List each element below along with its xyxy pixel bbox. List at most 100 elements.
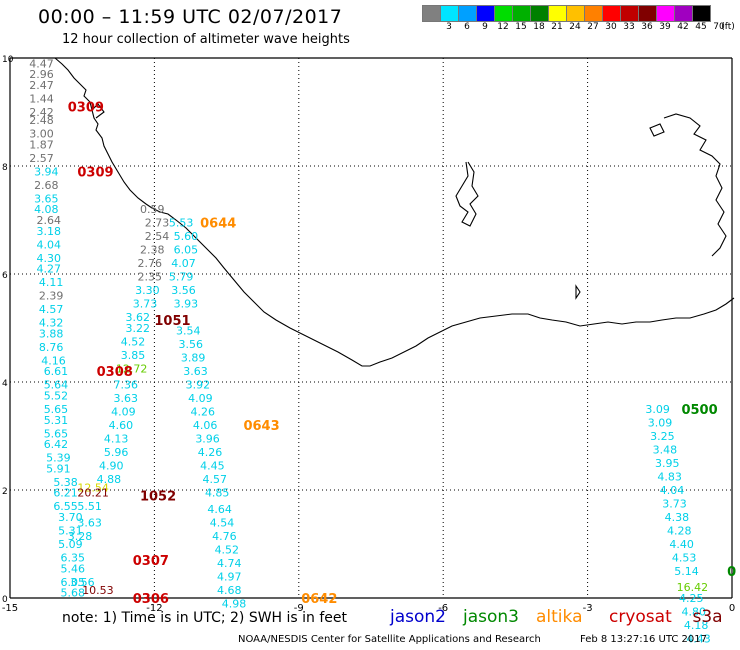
axis-tick-labels: -15 -12 -9 -6 -3 0 10 8 6 4 2 0 [2, 55, 735, 614]
credit-text: NOAA/NESDIS Center for Satellite Applica… [238, 634, 541, 645]
wave-height-value: 4.80 [681, 606, 706, 619]
wave-height-value: 4.64 [207, 503, 232, 516]
coastline-island-east [575, 284, 581, 300]
wave-height-value: 3.56 [178, 338, 203, 351]
wave-height-value: 4.76 [212, 530, 237, 543]
wave-height-value: 6.21 [53, 487, 78, 500]
wave-height-value: 3.96 [195, 433, 220, 446]
wave-height-value: 2.68 [34, 179, 59, 192]
legend-label: 6 [464, 22, 470, 32]
wave-height-value: 5.64 [44, 379, 68, 392]
wave-height-value: 5.52 [44, 390, 68, 403]
wave-height-value: 4.68 [217, 584, 242, 597]
y-tick-label: 10 [2, 55, 14, 65]
wave-height-value: 3.00 [29, 128, 54, 141]
pass-time-label: 0643 [243, 419, 279, 434]
wave-height-value: 1.87 [29, 138, 54, 151]
x-tick-label: -6 [438, 603, 448, 614]
wave-height-value: 1.44 [29, 93, 54, 106]
wave-height-value: 5.31 [44, 414, 68, 427]
color-legend [422, 5, 711, 22]
wave-height-value: 4.98 [222, 597, 247, 610]
wave-height-value: 5.09 [58, 538, 82, 551]
wave-height-value: 8.76 [39, 341, 64, 354]
wave-height-value: 4.07 [171, 257, 196, 270]
wave-height-value: 2.47 [29, 79, 54, 92]
wave-height-value: 4.32 [39, 317, 64, 330]
wave-height-value: 2.96 [29, 68, 54, 81]
wave-height-value: 5.46 [61, 562, 86, 575]
wave-height-value: 4.45 [200, 460, 225, 473]
wave-height-value: 6.55 [53, 500, 78, 513]
wave-height-value: 5.65 [44, 427, 68, 440]
coastline-lake-east [649, 123, 665, 137]
wave-height-value: 4.85 [205, 487, 230, 500]
legend-label: 36 [641, 22, 653, 32]
wave-height-value: 3.30 [135, 284, 160, 297]
wave-height-value: 3.56 [171, 284, 196, 297]
wave-height-value: 4.97 [217, 570, 242, 583]
wave-height-value: 4.09 [111, 406, 136, 419]
x-tick-label: -9 [294, 603, 304, 614]
wave-height-value: 4.06 [193, 419, 218, 432]
wave-height-value: 10.53 [82, 584, 114, 597]
wave-height-value: 3.63 [113, 392, 138, 405]
y-tick-label: 0 [2, 595, 8, 605]
wave-height-value: 5.65 [44, 403, 68, 416]
wave-height-value: 12.54 [77, 481, 109, 494]
wave-height-value: 16.42 [677, 581, 709, 594]
x-tick-label: -3 [583, 603, 593, 614]
y-tick-label: 6 [2, 271, 8, 281]
x-tick-label: -15 [2, 603, 18, 614]
wave-height-value: 6.05 [61, 576, 86, 589]
wave-height-value: 5.79 [169, 271, 194, 284]
wave-height-value: 2.39 [39, 290, 64, 303]
wave-height-value: 3.92 [186, 379, 211, 392]
wave-height-value: 3.25 [650, 430, 675, 443]
wave-height-value: 4.26 [191, 406, 216, 419]
wave-height-value: 6.05 [174, 244, 199, 257]
legend-label: 33 [623, 22, 635, 32]
wave-height-value: 2.64 [36, 214, 61, 227]
wave-height-value: 4.74 [217, 557, 242, 570]
pass-time-label: 0306 [133, 592, 169, 607]
satellite-legend-item: altika [536, 607, 583, 627]
wave-height-value: 3.54 [176, 325, 201, 338]
legend-label: 9 [482, 22, 488, 32]
wave-height-value: 4.16 [41, 354, 66, 367]
legend-swatch [692, 5, 711, 22]
pass-time-label: 0308 [97, 365, 133, 380]
legend-label: 45 [695, 22, 707, 32]
pass-time-label: 0307 [133, 554, 169, 569]
wave-height-value: 4.26 [198, 446, 223, 459]
wave-height-value: 4.25 [679, 592, 704, 605]
wave-height-value: 4.38 [665, 511, 690, 524]
wave-height-value: 3.93 [174, 298, 199, 311]
legend-label: 42 [677, 22, 689, 32]
wave-height-value: 4.52 [215, 543, 240, 556]
legend-label: 24 [569, 22, 581, 32]
y-tick-label: 8 [2, 163, 8, 173]
wave-height-value: 2.76 [138, 257, 163, 270]
satellite-legend-item: cryosat [609, 607, 672, 627]
wave-height-value: 3.70 [58, 511, 82, 524]
legend-label: 27 [587, 22, 599, 32]
wave-height-value: 3.85 [121, 349, 146, 362]
wave-height-value: 4.13 [104, 433, 129, 446]
altimeter-observations: 4.472.962.471.442.422.483.001.872.573.94… [29, 57, 736, 645]
map-title: 00:00 – 11:59 UTC 02/07/2017 [38, 6, 343, 28]
wave-height-value: 4.57 [203, 473, 228, 486]
lat-lon-grid [9, 57, 733, 599]
timestamp-text: Feb 8 13:27:16 UTC 2017 [580, 634, 707, 645]
wave-height-value: 5.91 [46, 462, 71, 475]
wave-height-value: 3.94 [34, 165, 59, 178]
wave-height-value: 7.36 [113, 379, 138, 392]
wave-height-value: 3.63 [183, 365, 208, 378]
wave-height-value: 3.56 [70, 576, 95, 589]
wave-height-value: 4.08 [34, 203, 59, 216]
wave-height-value: 4.83 [657, 471, 682, 484]
pass-time-label: 0309 [77, 165, 113, 180]
pass-time-label: 0500 [681, 403, 717, 418]
wave-height-value: 3.09 [648, 417, 673, 430]
